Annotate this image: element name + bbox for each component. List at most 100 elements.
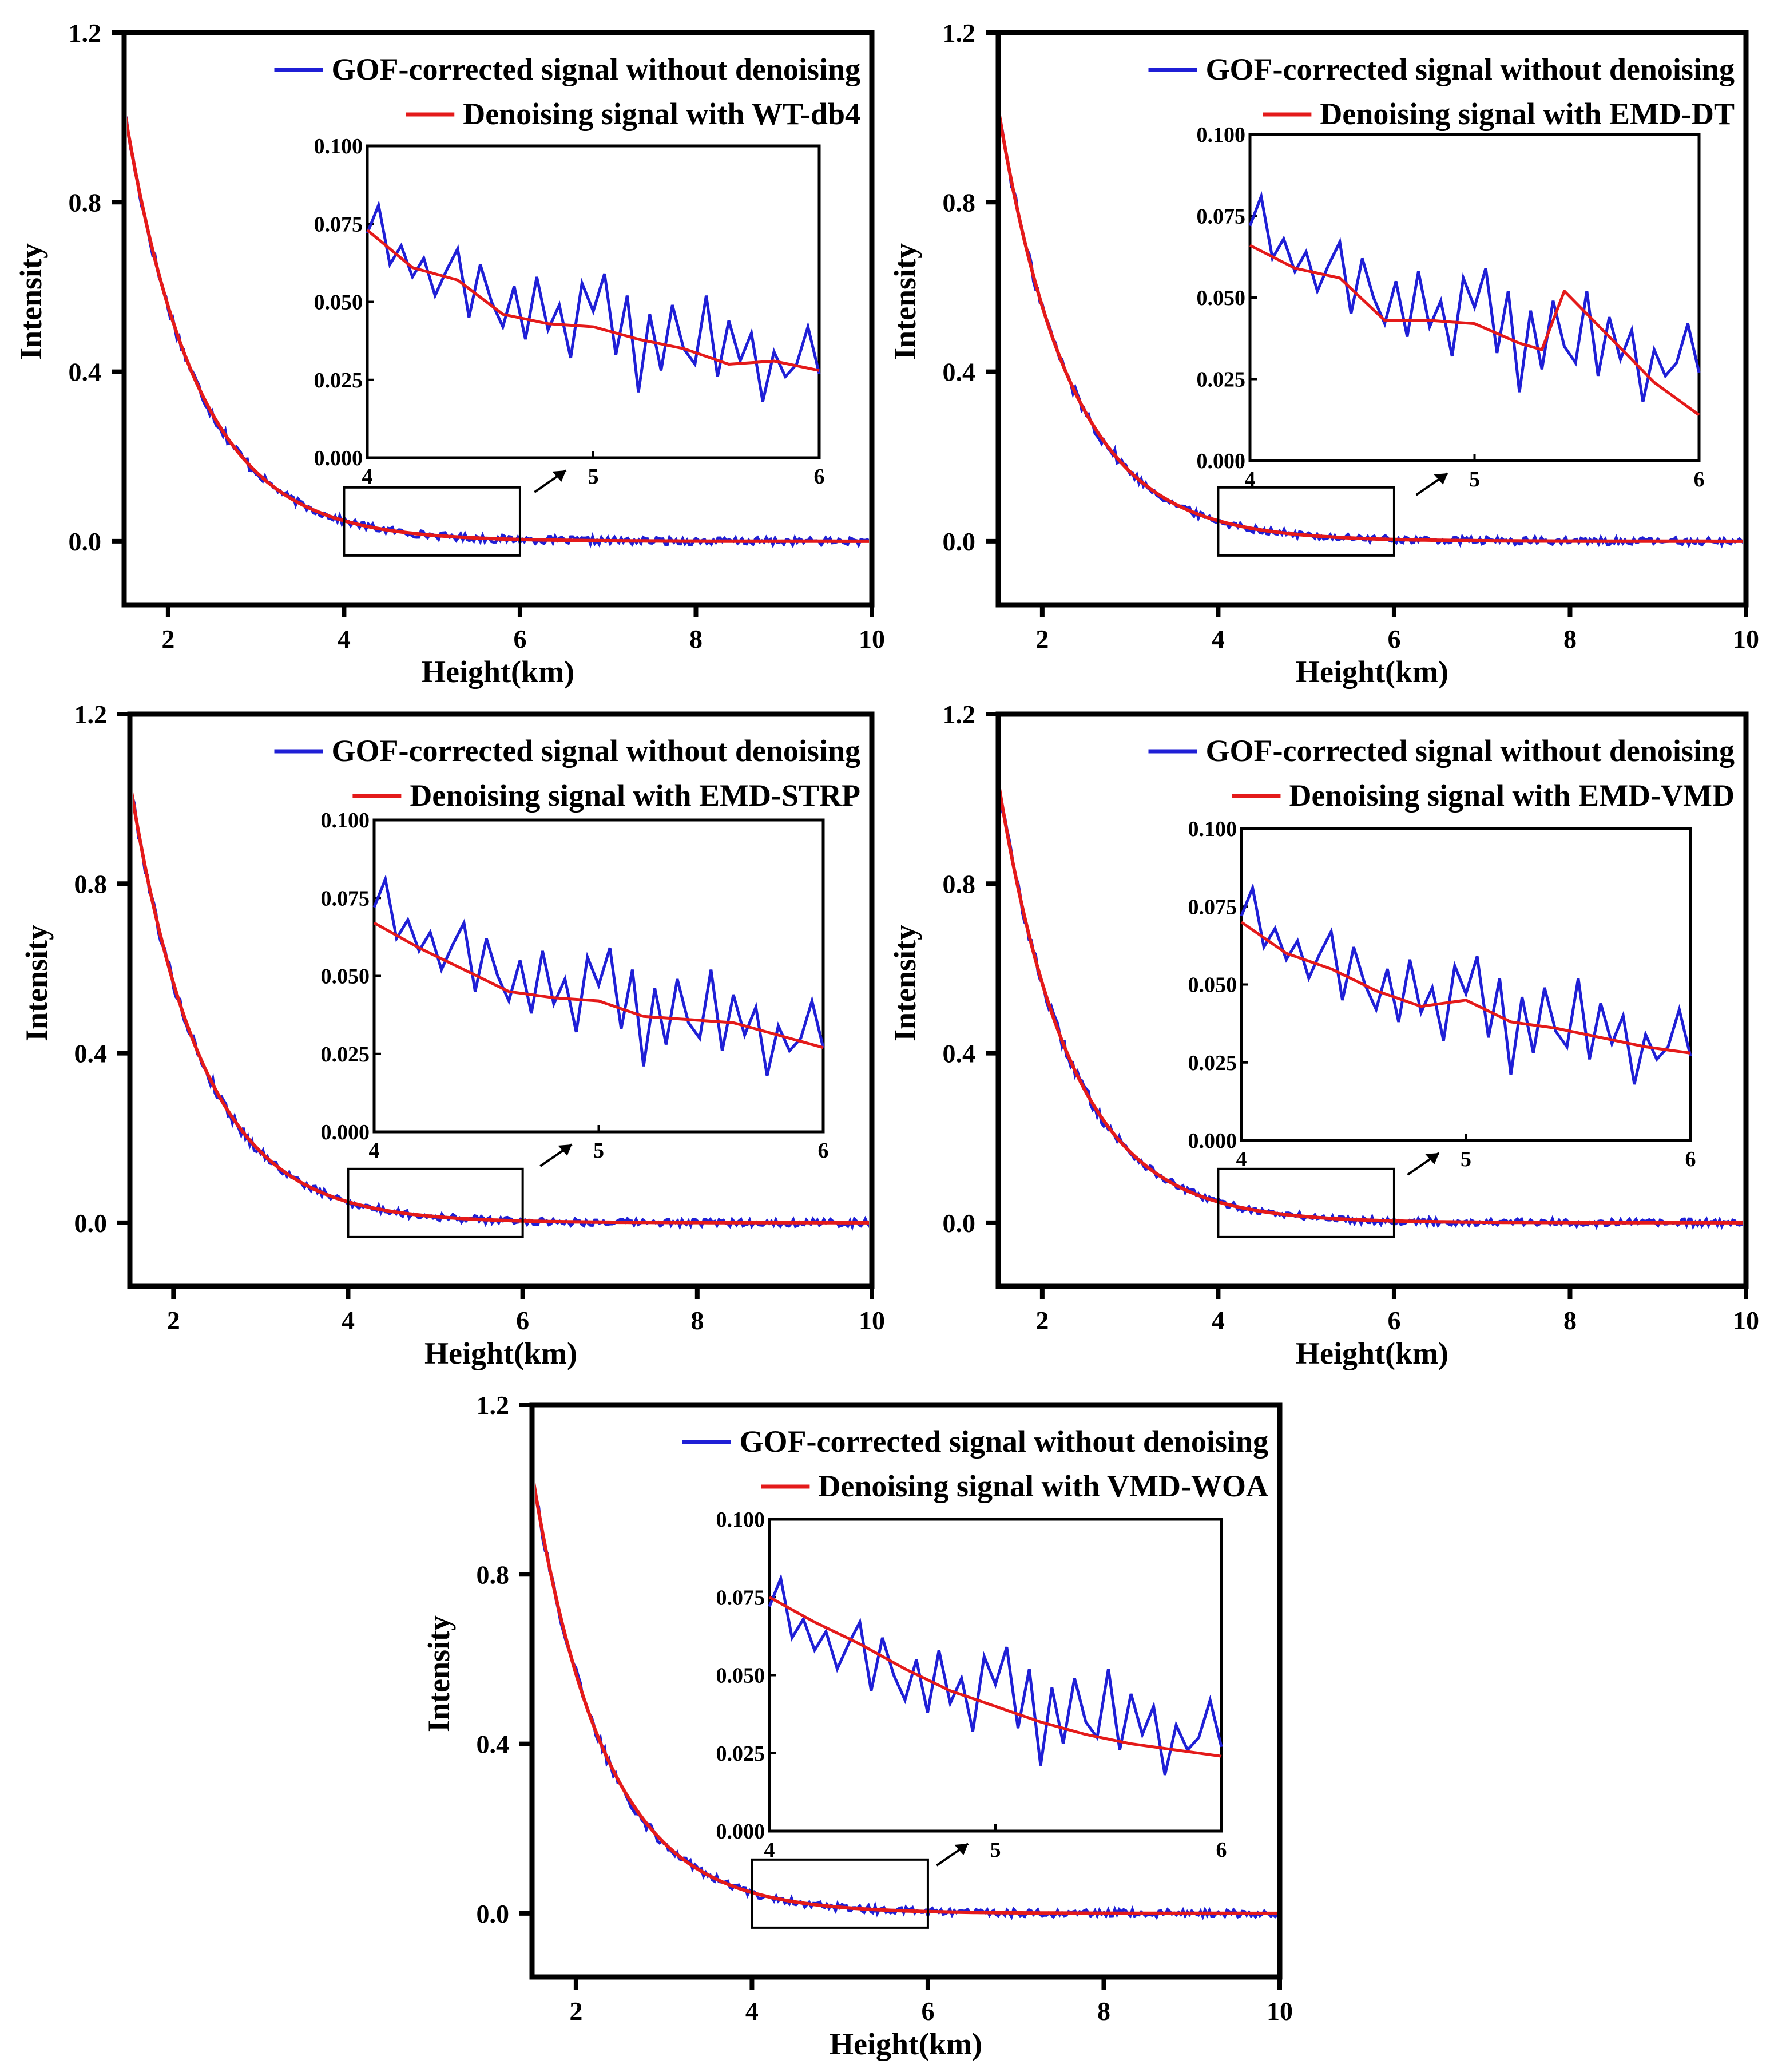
legend-label: GOF-corrected signal without denoising xyxy=(332,52,861,86)
zoom-arrow-head xyxy=(1434,473,1448,485)
y-tick-label: 1.2 xyxy=(74,700,108,729)
inset-frame xyxy=(366,144,821,459)
y-tick-label: 0.4 xyxy=(943,358,976,387)
legend-label: Denoising signal with WT-db4 xyxy=(463,97,860,131)
inset-y-tick-label: 0.075 xyxy=(716,1586,765,1610)
zoom-box xyxy=(347,1167,524,1238)
y-axis-label: Intensity xyxy=(888,925,922,1041)
zoom-arrow-head xyxy=(552,470,566,482)
plot-frame xyxy=(121,30,875,608)
inset-y-tick-label: 0.075 xyxy=(1188,895,1237,919)
y-tick-label: 0.4 xyxy=(943,1039,976,1068)
inset-y-tick-label: 0.050 xyxy=(1197,286,1246,310)
x-axis-label: Height(km) xyxy=(422,655,574,689)
x-tick-label: 8 xyxy=(1563,624,1577,653)
x-tick-label: 6 xyxy=(516,1306,529,1335)
y-tick-label: 1.2 xyxy=(943,700,976,729)
inset-y-tick-label: 0.025 xyxy=(1188,1051,1237,1075)
y-tick-label: 0.8 xyxy=(477,1560,510,1589)
chart-panel-3: 2 4 6 8 10 0.0 0.4 0.8 1.2 Height(km) Intensity GOF… xyxy=(19,700,885,1370)
y-tick-label: 0.0 xyxy=(74,1209,108,1238)
inset-y-tick-label: 0.050 xyxy=(1188,973,1237,997)
y-axis-label: Intensity xyxy=(19,925,54,1041)
inset-raw-line xyxy=(1240,882,1692,1085)
y-tick-label: 1.2 xyxy=(943,18,976,47)
inset-denoised-line xyxy=(366,229,820,372)
zoom-arrow-head xyxy=(1425,1153,1439,1164)
x-tick-label: 2 xyxy=(1035,1306,1049,1335)
x-tick-label: 4 xyxy=(342,1306,355,1335)
chart-panel-5: 2 4 6 8 10 0.0 0.4 0.8 1.2 Height(km) Intensity GOF… xyxy=(422,1390,1293,2061)
zoom-box xyxy=(1217,486,1395,557)
inset-x-tick-label: 5 xyxy=(990,1838,1001,1862)
y-tick-label: 0.8 xyxy=(943,869,976,898)
x-tick-label: 4 xyxy=(745,1996,759,2026)
inset-x-tick-label: 4 xyxy=(1236,1147,1247,1171)
inset-plot: 4 5 6 0.000 0.025 0.050 0.075 0.100 xyxy=(314,134,825,489)
inset-plot: 4 5 6 0.000 0.025 0.050 0.075 0.100 xyxy=(1188,817,1696,1171)
x-tick-label: 2 xyxy=(167,1306,180,1335)
denoised-signal-line xyxy=(535,1479,1277,1915)
inset-x-tick-label: 5 xyxy=(588,465,599,489)
x-tick-label: 4 xyxy=(1212,1306,1225,1335)
inset-plot: 4 5 6 0.000 0.025 0.050 0.075 0.100 xyxy=(321,809,829,1163)
y-tick-label: 0.0 xyxy=(477,1899,510,1928)
y-tick-label: 0.8 xyxy=(74,869,108,898)
x-axis-label: Height(km) xyxy=(424,1336,577,1370)
legend-label: Denoising signal with EMD-VMD xyxy=(1289,778,1735,813)
inset-denoised-line xyxy=(768,1596,1222,1758)
denoised-signal-line xyxy=(1001,789,1743,1225)
inset-x-tick-label: 6 xyxy=(1685,1147,1696,1171)
denoised-signal-line xyxy=(1001,115,1743,543)
inset-denoised-line xyxy=(1240,921,1691,1055)
zoom-box xyxy=(1217,1167,1395,1238)
chart-panel-4: 2 4 6 8 10 0.0 0.4 0.8 1.2 Height(km) Intensity GOF… xyxy=(888,700,1759,1370)
zoom-box xyxy=(751,1858,929,1929)
legend-label: GOF-corrected signal without denoising xyxy=(1206,734,1735,768)
inset-y-tick-label: 0.075 xyxy=(314,212,363,236)
plot-frame xyxy=(529,1402,1283,1980)
inset-x-tick-label: 4 xyxy=(362,465,373,489)
x-tick-label: 2 xyxy=(569,1996,582,2026)
chart-panel-2: 2 4 6 8 10 0.0 0.4 0.8 1.2 Height(km) Intensity GOF… xyxy=(888,18,1759,689)
inset-y-tick-label: 0.025 xyxy=(1197,368,1246,392)
plot-frame xyxy=(995,30,1749,608)
inset-x-tick-label: 6 xyxy=(1694,468,1705,492)
x-axis-label: Height(km) xyxy=(1296,655,1448,689)
inset-y-tick-label: 0.000 xyxy=(321,1120,370,1144)
inset-frame xyxy=(1248,133,1701,462)
y-axis-label: Intensity xyxy=(422,1615,456,1732)
zoom-arrow-head xyxy=(558,1144,572,1156)
y-tick-label: 0.0 xyxy=(943,1209,976,1238)
x-tick-label: 6 xyxy=(921,1996,934,2026)
x-tick-label: 8 xyxy=(690,1306,704,1335)
y-tick-label: 0.8 xyxy=(69,188,102,217)
inset-x-tick-label: 6 xyxy=(1216,1838,1227,1862)
zoom-box xyxy=(343,486,521,557)
inset-x-tick-label: 6 xyxy=(814,465,825,489)
inset-y-tick-label: 0.000 xyxy=(1188,1129,1237,1153)
inset-y-tick-label: 0.000 xyxy=(1197,449,1246,473)
y-tick-label: 1.2 xyxy=(69,18,102,47)
inset-y-tick-label: 0.000 xyxy=(314,446,363,470)
y-tick-label: 0.0 xyxy=(69,527,102,556)
x-tick-label: 2 xyxy=(161,624,174,653)
inset-y-tick-label: 0.025 xyxy=(716,1742,765,1766)
inset-y-tick-label: 0.100 xyxy=(314,134,363,159)
y-tick-label: 1.2 xyxy=(477,1390,510,1420)
x-tick-label: 8 xyxy=(1097,1996,1110,2026)
legend-label: GOF-corrected signal without denoising xyxy=(740,1424,1269,1459)
inset-x-tick-label: 4 xyxy=(1245,468,1256,492)
inset-y-tick-label: 0.050 xyxy=(716,1664,765,1688)
inset-y-tick-label: 0.025 xyxy=(314,369,363,393)
inset-denoised-line xyxy=(1249,244,1700,417)
x-tick-label: 6 xyxy=(1387,624,1400,653)
legend-label: Denoising signal with VMD-WOA xyxy=(818,1469,1268,1503)
inset-x-tick-label: 5 xyxy=(1469,468,1480,492)
x-axis-label: Height(km) xyxy=(830,2027,982,2061)
inset-frame xyxy=(1240,827,1692,1142)
inset-y-tick-label: 0.050 xyxy=(314,291,363,315)
x-tick-label: 10 xyxy=(1267,1996,1293,2026)
inset-frame xyxy=(768,1518,1223,1833)
